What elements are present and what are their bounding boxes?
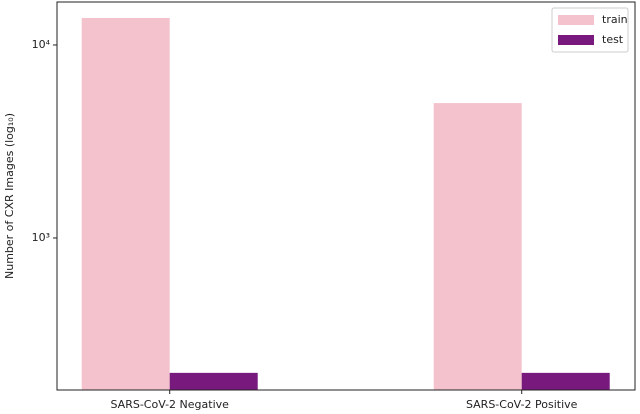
- legend-swatch: [558, 35, 594, 45]
- y-axis-label: Number of CXR Images (log₁₀): [3, 113, 16, 279]
- bar: [81, 17, 170, 390]
- x-tick-label: SARS-CoV-2 Negative: [110, 398, 229, 411]
- bar: [521, 372, 610, 390]
- legend-label: test: [602, 33, 624, 46]
- plot-frame: [56, 1, 636, 391]
- bar: [433, 103, 522, 391]
- bar: [169, 372, 258, 390]
- legend-swatch: [558, 15, 594, 25]
- y-tick-label: 10³: [32, 231, 50, 244]
- x-tick-label: SARS-CoV-2 Positive: [466, 398, 578, 411]
- legend-label: train: [602, 13, 628, 26]
- y-tick-label: 10⁴: [32, 38, 51, 51]
